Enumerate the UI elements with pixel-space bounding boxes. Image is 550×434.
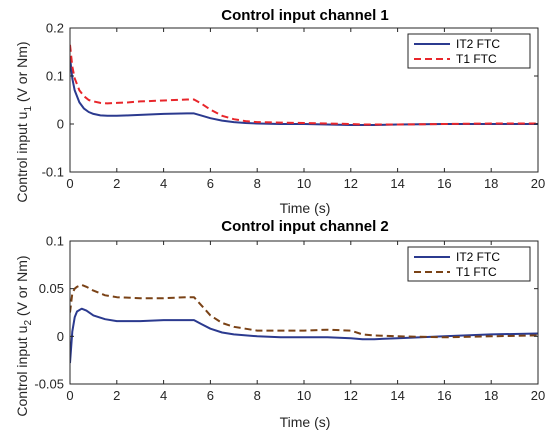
y-tick-label: 0.1: [46, 69, 64, 84]
legend-box: [407, 33, 531, 69]
y-axis-label: Control input u1 (V or Nm): [14, 41, 34, 202]
y-tick-label: 0.2: [46, 21, 64, 36]
y-tick-label: -0.05: [34, 377, 64, 392]
chart-title: Control input channel 2: [221, 218, 389, 235]
legend-box: [407, 246, 531, 282]
series-group: [70, 44, 538, 126]
x-tick-label: 6: [207, 176, 214, 191]
legend-label: T1 FTC: [456, 52, 497, 66]
x-tick-label: 2: [113, 388, 120, 403]
x-tick-label: 10: [297, 388, 311, 403]
x-tick-label: 16: [437, 176, 451, 191]
legend-label: T1 FTC: [456, 265, 497, 279]
x-tick-label: 12: [344, 176, 358, 191]
y-axis-label-subscript: 2: [23, 320, 34, 326]
chart-panel-2: Control input channel 2 0 2 4 6 8 10 12 14 16 18 2…: [14, 218, 545, 430]
x-tick-label: 16: [437, 388, 451, 403]
x-tick-label: 6: [207, 388, 214, 403]
series-line-t1-ftc: [70, 283, 538, 339]
x-axis-label: Time (s): [280, 414, 331, 430]
y-axis-label-subscript: 1: [23, 106, 34, 112]
y-tick-label: 0: [57, 329, 64, 344]
x-tick-label: 4: [160, 388, 167, 403]
y-tick-label: -0.1: [42, 165, 64, 180]
x-tick-label: 4: [160, 176, 167, 191]
y-axis-label-tail: (V or Nm): [14, 255, 30, 320]
y-axis-label-main: Control input u: [14, 326, 30, 417]
x-tick-label: 2: [113, 176, 120, 191]
legend-label: IT2 FTC: [456, 37, 500, 51]
y-axis-label-main: Control input u: [14, 112, 30, 203]
y-tick-label: 0.1: [46, 234, 64, 249]
chart-panel-1: Control input channel 1 0 2 4 6 8 10 12 14 16 18 2…: [14, 7, 545, 216]
legend-label: IT2 FTC: [456, 250, 500, 264]
y-tick-label: 0.05: [39, 281, 64, 296]
x-tick-label: 14: [390, 176, 404, 191]
series-line-it2-ftc: [70, 307, 538, 364]
x-tick-label: 12: [344, 388, 358, 403]
series-line-t1-ftc: [70, 44, 538, 126]
x-tick-label: 20: [531, 176, 545, 191]
x-tick-label: 18: [484, 388, 498, 403]
x-tick-label: 14: [390, 388, 404, 403]
y-axis-label-tail: (V or Nm): [14, 41, 30, 106]
y-axis-label: Control input u2 (V or Nm): [14, 255, 34, 416]
x-tick-label: 0: [66, 388, 73, 403]
x-tick-label: 8: [254, 176, 261, 191]
x-tick-label: 8: [254, 388, 261, 403]
y-tick-label: 0: [57, 117, 64, 132]
series-group: [70, 283, 538, 364]
x-tick-label: 20: [531, 388, 545, 403]
chart-title: Control input channel 1: [221, 7, 389, 24]
x-tick-label: 10: [297, 176, 311, 191]
x-axis-label: Time (s): [280, 200, 331, 216]
series-line-it2-ftc: [70, 56, 538, 126]
x-tick-label: 18: [484, 176, 498, 191]
x-tick-label: 0: [66, 176, 73, 191]
